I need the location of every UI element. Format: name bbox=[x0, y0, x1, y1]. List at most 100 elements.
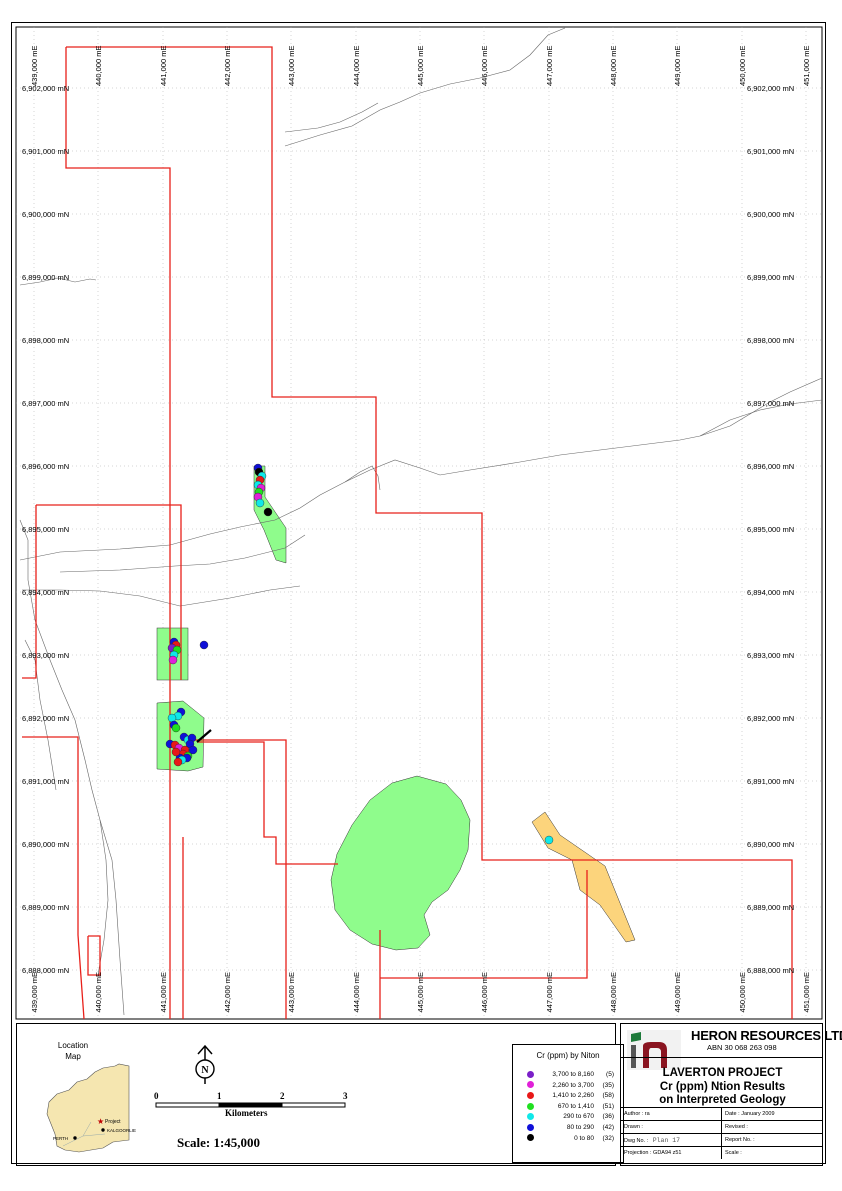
legend-symbol bbox=[527, 1134, 534, 1142]
northing-label-right: 6,895,000 mN bbox=[747, 525, 794, 534]
northing-label-left: 6,899,000 mN bbox=[22, 273, 69, 282]
geology-orange bbox=[531, 811, 636, 943]
scale-bar bbox=[155, 1102, 346, 1108]
sample-point bbox=[173, 757, 183, 767]
australia-wa-outline bbox=[46, 1063, 130, 1153]
location-map: ★ Project KALGOORLIE PERTH bbox=[46, 1063, 136, 1153]
legend-range: 0 to 80 bbox=[574, 1134, 594, 1142]
northing-label-left: 6,891,000 mN bbox=[22, 777, 69, 786]
projection-field: Projection : GDA94 z51 bbox=[621, 1146, 722, 1159]
legend-range: 290 to 670 bbox=[563, 1113, 594, 1121]
legend-count: (58) bbox=[602, 1092, 614, 1100]
legend-range: 1,410 to 2,260 bbox=[552, 1092, 594, 1100]
title-block-fields: Author : ra Date : January 2009 Drawn : … bbox=[621, 1107, 822, 1159]
legend-symbol bbox=[527, 1081, 534, 1089]
easting-label: 447,000 mE bbox=[545, 972, 554, 1012]
northing-label-right: 6,891,000 mN bbox=[747, 777, 794, 786]
sample-point bbox=[263, 507, 273, 517]
northing-label-left: 6,895,000 mN bbox=[22, 525, 69, 534]
title-block: HERON RESOURCES LTD ABN 30 068 263 098 L… bbox=[620, 1023, 842, 1166]
legend-count: (5) bbox=[606, 1071, 614, 1078]
easting-label: 442,000 mE bbox=[223, 972, 232, 1012]
northing-label-right: 6,899,000 mN bbox=[747, 273, 794, 282]
northing-label-left: 6,888,000 mN bbox=[22, 966, 69, 975]
easting-label: 451,000 mE bbox=[802, 46, 811, 86]
easting-label: 447,000 mE bbox=[545, 46, 554, 86]
sample-point bbox=[171, 747, 181, 757]
tenement-boundaries bbox=[22, 46, 793, 1020]
easting-label: 450,000 mE bbox=[738, 46, 747, 86]
easting-label: 448,000 mE bbox=[609, 972, 618, 1012]
northing-label-left: 6,889,000 mN bbox=[22, 903, 69, 912]
drill-trace bbox=[196, 729, 212, 743]
northing-label-right: 6,892,000 mN bbox=[747, 714, 794, 723]
location-kalgoorlie-label: KALGOORLIE bbox=[107, 1128, 136, 1133]
northing-label-left: 6,898,000 mN bbox=[22, 336, 69, 345]
easting-label: 443,000 mE bbox=[287, 972, 296, 1012]
northing-label-left: 6,894,000 mN bbox=[22, 588, 69, 597]
author-field: Author : ra bbox=[621, 1107, 722, 1121]
northing-label-left: 6,901,000 mN bbox=[22, 147, 69, 156]
sample-point bbox=[544, 835, 554, 845]
scale-unit-label: Kilometers bbox=[225, 1108, 268, 1118]
legend-row: 2,260 to 3,700 (35) bbox=[527, 1081, 614, 1090]
page-border bbox=[11, 22, 826, 1164]
northing-label-right: 6,900,000 mN bbox=[747, 210, 794, 219]
coordinate-grid bbox=[16, 27, 822, 1019]
easting-label: 446,000 mE bbox=[480, 46, 489, 86]
scale-tick-3: 3 bbox=[343, 1091, 348, 1101]
legend-row: 290 to 670 (36) bbox=[527, 1112, 614, 1121]
easting-label: 448,000 mE bbox=[609, 46, 618, 86]
legend-range: 80 to 290 bbox=[566, 1124, 594, 1131]
scale-tick-1: 1 bbox=[217, 1091, 222, 1101]
easting-label: 445,000 mE bbox=[416, 46, 425, 86]
easting-label: 439,000 mE bbox=[30, 972, 39, 1012]
legend-row: 80 to 290 (42) bbox=[527, 1123, 614, 1132]
legend-row: 3,700 to 8,160 (5) bbox=[527, 1070, 614, 1079]
geology-green-large bbox=[330, 775, 471, 951]
legend-row: 670 to 1,410 (51) bbox=[527, 1102, 614, 1111]
legend-range: 3,700 to 8,160 bbox=[552, 1071, 594, 1078]
northing-label-left: 6,890,000 mN bbox=[22, 840, 69, 849]
legend-count: (32) bbox=[602, 1134, 614, 1142]
northing-label-left: 6,902,000 mN bbox=[22, 84, 69, 93]
easting-label: 444,000 mE bbox=[352, 972, 361, 1012]
easting-label: 449,000 mE bbox=[673, 46, 682, 86]
northing-label-right: 6,894,000 mN bbox=[747, 588, 794, 597]
scale-text: Scale: 1:45,000 bbox=[177, 1135, 261, 1150]
sample-points bbox=[165, 463, 554, 845]
perth-dot bbox=[73, 1136, 77, 1140]
sample-point bbox=[255, 498, 265, 508]
easting-label: 439,000 mE bbox=[30, 46, 39, 86]
kalgoorlie-dot bbox=[101, 1128, 105, 1132]
legend-count: (42) bbox=[602, 1124, 614, 1131]
geology-green-west-upper bbox=[156, 627, 189, 681]
legend-count: (35) bbox=[602, 1081, 614, 1089]
sample-point bbox=[168, 655, 178, 665]
northing-label-right: 6,889,000 mN bbox=[747, 903, 794, 912]
map-border bbox=[15, 26, 823, 1020]
legend-range: 2,260 to 3,700 bbox=[552, 1081, 594, 1089]
legend-range: 670 to 1,410 bbox=[557, 1102, 594, 1110]
easting-label: 444,000 mE bbox=[352, 46, 361, 86]
sample-point bbox=[199, 640, 209, 650]
legend-count: (51) bbox=[602, 1102, 614, 1110]
info-panel: Location Map ★ Project KALGOORLIE PERTH … bbox=[16, 1023, 624, 1166]
easting-label: 442,000 mE bbox=[223, 46, 232, 86]
drawn-field: Drawn : bbox=[621, 1120, 722, 1134]
location-map-title: Location Map bbox=[57, 1041, 89, 1061]
roads-icon bbox=[62, 1121, 106, 1147]
scale-tick-0: 0 bbox=[154, 1091, 159, 1101]
heron-logo-icon bbox=[627, 1030, 681, 1070]
company-name: HERON RESOURCES LTD bbox=[691, 1028, 842, 1043]
plan-title-line2: on Interpreted Geology bbox=[659, 1094, 786, 1106]
northing-label-right: 6,890,000 mN bbox=[747, 840, 794, 849]
easting-label: 440,000 mE bbox=[94, 972, 103, 1012]
geology-units bbox=[156, 465, 636, 951]
easting-label: 440,000 mE bbox=[94, 46, 103, 86]
easting-label: 443,000 mE bbox=[287, 46, 296, 86]
project-title: LAVERTON PROJECT bbox=[662, 1067, 783, 1079]
scale-tick-2: 2 bbox=[280, 1091, 285, 1101]
legend-symbol bbox=[527, 1102, 534, 1110]
